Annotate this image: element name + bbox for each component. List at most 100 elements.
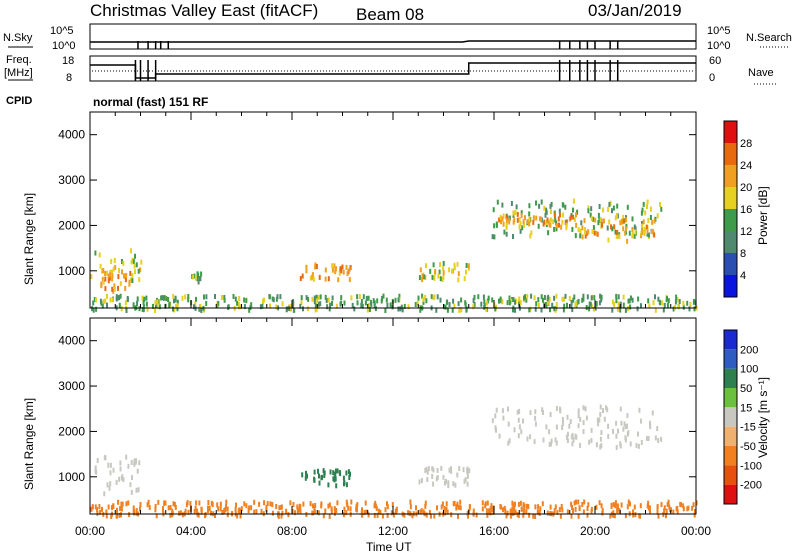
data-cell [157, 299, 160, 305]
data-cell [522, 222, 525, 228]
data-cell [223, 297, 226, 303]
data-cell [317, 301, 320, 307]
data-cell [612, 510, 615, 516]
data-cell [107, 273, 110, 279]
data-cell [458, 308, 461, 313]
data-cell [483, 304, 486, 310]
data-cell [336, 500, 339, 506]
data-cell [629, 304, 632, 310]
velocity-panel-frame [89, 317, 697, 515]
data-cell [552, 219, 555, 225]
data-cell [130, 277, 133, 283]
data-cell [146, 306, 149, 312]
data-cell [662, 307, 665, 313]
data-cell [566, 509, 569, 515]
data-cell [289, 304, 292, 310]
data-cell [561, 417, 564, 422]
data-cell [625, 217, 628, 223]
data-cell [439, 262, 442, 267]
data-cell [657, 296, 660, 302]
data-cell [588, 439, 591, 445]
power-colorbar-swatch [724, 231, 737, 253]
power-colorbar-tick-label: 4 [740, 270, 746, 282]
data-cell [540, 307, 543, 313]
data-cell [392, 512, 395, 518]
data-cell [200, 308, 203, 313]
data-cell [101, 276, 104, 282]
data-cell [647, 436, 650, 441]
data-cell [112, 503, 115, 509]
data-cell [558, 208, 561, 214]
data-cell [658, 299, 661, 305]
data-cell [542, 221, 545, 227]
noise-panel-frame [89, 23, 697, 50]
y-tick-label: 1000 [58, 264, 85, 278]
data-cell [649, 420, 651, 426]
data-cell [132, 302, 135, 308]
data-cell [501, 216, 504, 222]
data-cell [333, 506, 336, 512]
data-cell [450, 468, 453, 474]
nave-tick-bottom: 0 [709, 72, 715, 84]
data-cell [90, 506, 93, 512]
data-cell [579, 233, 582, 239]
data-cell [616, 508, 619, 514]
power-colorbar-swatch [724, 187, 737, 209]
data-cell [583, 499, 586, 505]
data-cell [287, 512, 290, 518]
data-cell [309, 275, 312, 281]
data-cell [633, 504, 636, 510]
data-cell [111, 276, 114, 282]
data-cell [627, 499, 630, 505]
data-cell [217, 506, 220, 512]
data-cell [315, 264, 318, 269]
data-cell [343, 300, 346, 306]
data-cell [444, 480, 446, 486]
data-cell [565, 225, 568, 231]
power-colorbar-tick-label: 8 [740, 248, 746, 260]
data-cell [127, 463, 130, 469]
data-cell [503, 505, 506, 511]
data-cell [433, 513, 436, 519]
data-cell [615, 420, 618, 426]
data-cell [458, 466, 461, 471]
velocity-colorbar-swatch [724, 426, 737, 446]
noise-tick-right-bottom: 10^0 [707, 40, 731, 52]
data-cell [156, 299, 159, 305]
data-cell [327, 276, 330, 282]
data-cell [599, 293, 602, 299]
data-cell [351, 302, 354, 308]
data-cell [532, 219, 535, 225]
data-cell [514, 210, 517, 215]
data-cell [187, 509, 190, 515]
data-cell [109, 462, 112, 468]
data-cell [300, 295, 303, 301]
data-cell [591, 229, 594, 234]
data-cell [600, 294, 603, 300]
data-cell [106, 270, 109, 276]
data-cell [629, 501, 631, 507]
data-cell [495, 222, 498, 228]
data-cell [481, 500, 484, 506]
data-cell [219, 506, 222, 512]
data-cell [141, 307, 144, 312]
data-cell [627, 430, 630, 435]
data-cell [528, 512, 531, 518]
data-cell [590, 295, 593, 301]
data-cell [125, 308, 128, 313]
data-cell [135, 262, 138, 268]
data-cell [541, 407, 544, 413]
data-cell [541, 501, 544, 507]
data-cell [459, 505, 462, 511]
data-cell [129, 482, 132, 488]
data-cell [512, 210, 515, 216]
data-cell [638, 513, 641, 519]
data-cell [263, 297, 265, 303]
data-cell [178, 510, 181, 516]
data-cell [120, 306, 123, 312]
data-cell [173, 502, 176, 507]
power-colorbar-swatch [724, 275, 737, 297]
data-cell [158, 304, 161, 310]
data-cell [324, 267, 327, 273]
data-cell [279, 294, 282, 300]
